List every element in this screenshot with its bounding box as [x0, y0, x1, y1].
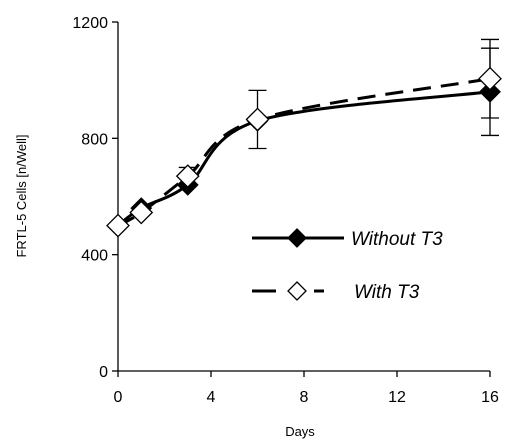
legend-label-with-t3: With T3	[354, 282, 420, 303]
x-tick-label: 8	[300, 389, 309, 406]
error-bars	[178, 38, 499, 186]
data-markers	[106, 66, 502, 238]
series-lines	[117, 77, 491, 227]
y-tick-label: 0	[99, 364, 108, 381]
data-point-with-t3	[175, 164, 200, 189]
y-axis-title: FRTL-5 Cells [n/Well]	[14, 134, 29, 257]
legend-marker-with-t3	[287, 281, 307, 301]
series-line-with-t3	[117, 77, 491, 227]
legend-label-without-t3: Without T3	[351, 229, 443, 250]
data-point-without-t3	[479, 80, 501, 103]
data-point-with-t3	[245, 107, 270, 132]
y-tick-label: 400	[81, 248, 108, 265]
y-tick-label: 1200	[72, 15, 108, 32]
data-point-with-t3	[129, 200, 154, 225]
x-tick-label: 0	[114, 389, 123, 406]
axis-ticks: 0 400 800 1200 0 4 8 12 16	[72, 15, 499, 406]
x-tick-label: 16	[481, 389, 499, 406]
legend: Without T3 With T3	[252, 228, 443, 303]
data-point-with-t3	[478, 66, 502, 91]
axes	[117, 22, 490, 372]
data-point-with-t3	[106, 213, 130, 238]
x-tick-label: 12	[388, 389, 406, 406]
legend-marker-without-t3	[287, 228, 307, 248]
x-tick-label: 4	[207, 389, 216, 406]
series-line-without-t3	[117, 90, 491, 227]
y-tick-label: 800	[81, 131, 108, 148]
x-axis-title: Days	[285, 424, 315, 439]
